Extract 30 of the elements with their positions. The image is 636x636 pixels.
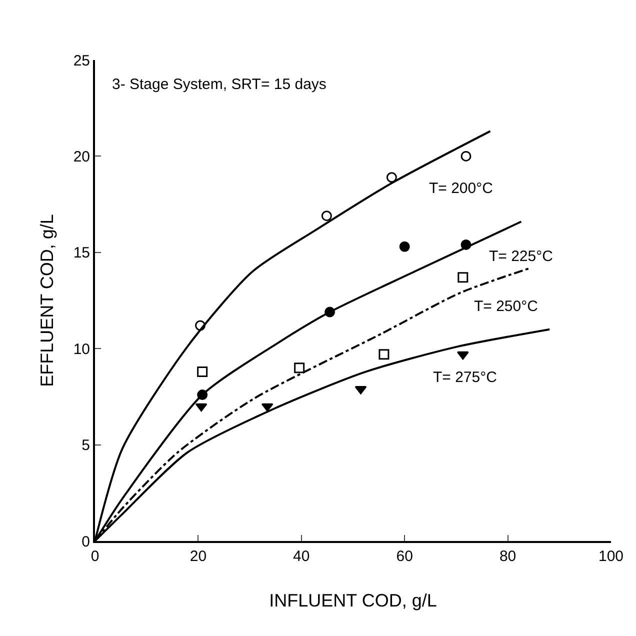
point xyxy=(195,320,206,331)
point xyxy=(195,403,208,412)
annotation: T= 250°C xyxy=(474,298,538,315)
annotation: 3- Stage System, SRT= 15 days xyxy=(112,76,326,93)
x-tick-label: 100 xyxy=(598,548,624,565)
point xyxy=(378,349,390,360)
annotation: T= 275°C xyxy=(433,369,498,386)
y-tick-label: 0 xyxy=(82,533,90,550)
point xyxy=(456,351,469,360)
annotation: T= 200°C xyxy=(429,180,494,197)
point xyxy=(261,403,274,412)
y-tick-label: 20 xyxy=(73,148,90,166)
point xyxy=(460,150,472,162)
y-tick-label: 15 xyxy=(73,244,90,262)
annotation: T= 225°C xyxy=(489,248,554,265)
x-tick-label: 20 xyxy=(190,548,207,565)
point xyxy=(294,362,305,374)
x-axis-title: INFLUENT COD, g/L xyxy=(269,590,437,611)
point xyxy=(458,272,468,283)
x-tick-label: 80 xyxy=(499,548,516,565)
y-tick-label: 10 xyxy=(73,340,90,358)
y-tick-label: 25 xyxy=(73,52,90,70)
point xyxy=(386,172,397,183)
point xyxy=(321,210,332,222)
y-tick-label: 5 xyxy=(82,437,90,454)
point xyxy=(197,366,208,377)
point xyxy=(399,241,410,252)
x-tick-label: 40 xyxy=(293,548,310,565)
x-tick-label: 60 xyxy=(396,548,413,565)
y-axis-title: EFFLUENT COD, g/L xyxy=(37,214,58,387)
